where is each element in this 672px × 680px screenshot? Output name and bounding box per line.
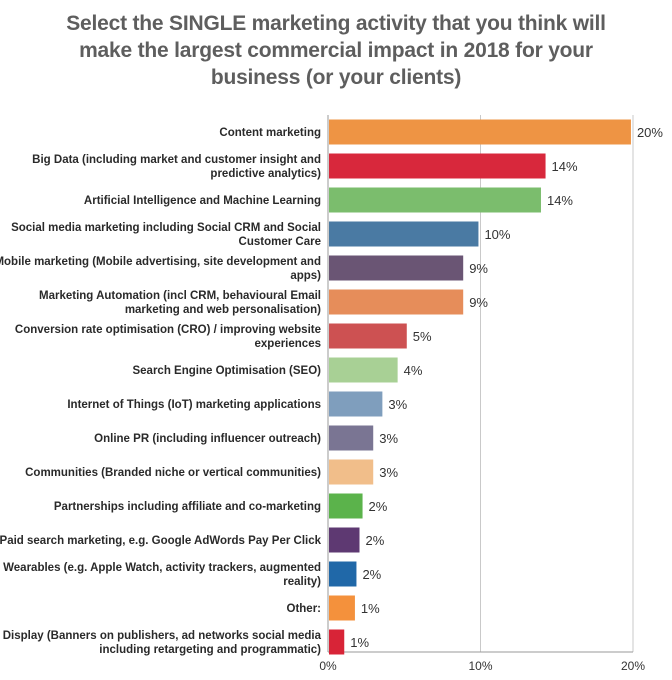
chart-title: Select the SINGLE marketing activity tha… bbox=[0, 10, 672, 91]
bar bbox=[329, 187, 541, 213]
category-label: marketing and web personalisation) bbox=[125, 304, 321, 316]
data-label: 3% bbox=[379, 465, 398, 480]
category-label: Wearables (e.g. Apple Watch, activity tr… bbox=[3, 562, 321, 574]
bar bbox=[329, 595, 355, 621]
category-label: Display (Banners on publishers, ad netwo… bbox=[3, 630, 322, 642]
category-label: Conversion rate optimisation (CRO) / imp… bbox=[15, 324, 321, 336]
bar bbox=[329, 289, 464, 315]
bar bbox=[329, 323, 407, 349]
data-label: 1% bbox=[361, 601, 380, 616]
bar bbox=[329, 459, 374, 485]
chart-title-line-3: business (or your clients) bbox=[210, 66, 462, 89]
bar bbox=[329, 255, 464, 281]
category-label: Customer Care bbox=[239, 236, 321, 248]
bar bbox=[329, 425, 374, 451]
bar bbox=[329, 221, 479, 247]
data-label: 9% bbox=[469, 261, 488, 276]
category-label: predictive analytics) bbox=[210, 168, 321, 180]
bar bbox=[329, 493, 363, 519]
category-label: Content marketing bbox=[219, 127, 321, 139]
bar bbox=[329, 527, 360, 553]
category-label: Other: bbox=[287, 603, 322, 615]
category-label: Social media marketing including Social … bbox=[11, 222, 321, 234]
data-label: 4% bbox=[404, 363, 423, 378]
data-label: 2% bbox=[366, 533, 385, 548]
category-label: Communities (Branded niche or vertical c… bbox=[25, 467, 321, 479]
data-label: 3% bbox=[388, 397, 407, 412]
data-label: 20% bbox=[637, 125, 663, 140]
category-label: Mobile marketing (Mobile advertising, si… bbox=[0, 256, 321, 268]
category-label: Online PR (including influencer outreach… bbox=[94, 433, 321, 445]
category-label: Search Engine Optimisation (SEO) bbox=[132, 365, 321, 377]
chart-title-line-2: make the largest commercial impact in 20… bbox=[79, 39, 593, 62]
data-label: 1% bbox=[350, 635, 369, 650]
category-label: including retargeting and programmatic) bbox=[99, 644, 321, 656]
data-label: 3% bbox=[379, 431, 398, 446]
chart-title-line-1: Select the SINGLE marketing activity tha… bbox=[66, 12, 606, 35]
x-tick-label: 20% bbox=[621, 659, 645, 673]
category-label: Paid search marketing, e.g. Google AdWor… bbox=[0, 535, 322, 547]
data-label: 2% bbox=[362, 567, 381, 582]
bar bbox=[329, 629, 345, 655]
category-label: apps) bbox=[290, 270, 321, 282]
data-label: 5% bbox=[413, 329, 432, 344]
x-tick-label: 0% bbox=[319, 659, 337, 673]
data-label: 2% bbox=[369, 499, 388, 514]
category-label: Big Data (including market and customer … bbox=[32, 154, 321, 166]
data-label: 14% bbox=[552, 159, 578, 174]
data-label: 9% bbox=[469, 295, 488, 310]
data-label: 10% bbox=[484, 227, 510, 242]
category-label: Marketing Automation (incl CRM, behaviou… bbox=[39, 290, 321, 302]
category-label: Internet of Things (IoT) marketing appli… bbox=[67, 399, 321, 411]
bar bbox=[329, 391, 383, 417]
bar bbox=[329, 119, 631, 145]
category-label: experiences bbox=[255, 338, 322, 350]
category-label: Partnerships including affiliate and co-… bbox=[54, 501, 321, 513]
bar bbox=[329, 357, 398, 383]
bar bbox=[329, 561, 357, 587]
x-tick-label: 10% bbox=[468, 659, 492, 673]
category-label: Artificial Intelligence and Machine Lear… bbox=[84, 195, 321, 207]
bar bbox=[329, 153, 546, 179]
data-label: 14% bbox=[547, 193, 573, 208]
category-label: reality) bbox=[283, 576, 321, 588]
